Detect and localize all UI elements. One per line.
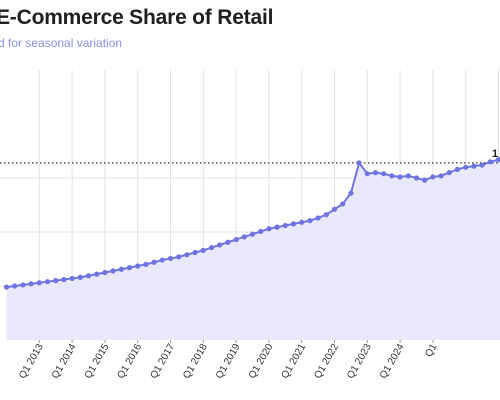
data-point (12, 283, 18, 289)
data-point (225, 239, 231, 245)
data-point (233, 236, 239, 243)
data-point (323, 212, 329, 218)
data-point (430, 174, 436, 180)
data-point (208, 245, 215, 251)
x-tick-label: Q1 2022 (312, 342, 341, 381)
data-point (290, 221, 297, 227)
data-point (20, 282, 26, 288)
data-point (422, 177, 428, 183)
data-point (36, 280, 42, 286)
x-tick-label: Q1 2016 (116, 342, 145, 381)
data-point (397, 174, 403, 180)
chart-subtitle: d for seasonal variation (0, 36, 123, 50)
data-point (241, 234, 247, 240)
data-point (299, 219, 305, 225)
data-point (282, 222, 288, 229)
area-layer (6, 159, 500, 340)
data-point (151, 259, 157, 265)
data-point (69, 275, 75, 282)
data-point (479, 162, 485, 168)
data-point (331, 206, 338, 212)
data-point (28, 281, 34, 287)
data-point (487, 159, 493, 165)
x-tick-label: Q1 2013 (17, 342, 46, 381)
x-tick-label: Q1 2017 (148, 342, 177, 381)
data-point (266, 226, 272, 232)
data-point (159, 257, 165, 263)
data-point (200, 247, 206, 253)
data-point (381, 171, 387, 177)
data-point (85, 273, 92, 279)
data-point (463, 164, 469, 170)
data-point (118, 266, 124, 272)
data-point (389, 173, 395, 179)
data-point (126, 265, 133, 271)
data-point (258, 228, 264, 235)
data-point (61, 276, 67, 283)
data-point (413, 175, 420, 181)
data-point (135, 263, 141, 269)
data-point (77, 274, 83, 280)
x-tick-label: Q1 2020 (247, 342, 276, 381)
data-point (192, 249, 198, 256)
data-point (438, 173, 444, 179)
data-point (102, 269, 108, 276)
data-point (167, 255, 174, 262)
data-point (454, 166, 461, 172)
x-tick-label: Q1 2014 (50, 342, 79, 381)
end-value-label: 1 (492, 148, 498, 160)
data-point (372, 170, 379, 176)
data-point (53, 278, 59, 284)
data-point (94, 271, 100, 277)
x-tick-label: Q1 2015 (83, 342, 112, 381)
data-point (274, 224, 280, 230)
data-point (143, 261, 149, 267)
chart-title: E-Commerce Share of Retail (0, 6, 274, 29)
data-point (217, 242, 223, 248)
data-point (356, 160, 362, 166)
tick-layer: Q1 2013 Q1 2014 Q1 2015 Q1 2016 Q1 2017 Q1 20… (17, 340, 440, 381)
x-tick-label: Q1 (423, 342, 439, 359)
data-point (249, 231, 256, 237)
x-tick-label: Q1 2021 (280, 342, 309, 381)
point-layer (3, 157, 500, 290)
x-tick-label: Q1 2023 (345, 342, 374, 381)
data-point (471, 163, 477, 169)
data-point (307, 218, 313, 224)
x-tick-label: Q1 2018 (181, 342, 210, 381)
data-point (340, 201, 346, 207)
x-tick-label: Q1 2024 (378, 342, 407, 381)
data-point (176, 254, 182, 260)
data-point (184, 252, 190, 258)
data-point (405, 173, 411, 179)
data-point (3, 284, 10, 290)
data-point (44, 279, 51, 285)
series-area (6, 159, 500, 340)
x-tick-label: Q1 2019 (214, 342, 243, 381)
data-point (315, 215, 321, 221)
data-point (364, 171, 370, 177)
data-point (348, 190, 354, 196)
data-point (446, 170, 452, 176)
data-point (110, 268, 116, 274)
data-point (495, 157, 500, 163)
